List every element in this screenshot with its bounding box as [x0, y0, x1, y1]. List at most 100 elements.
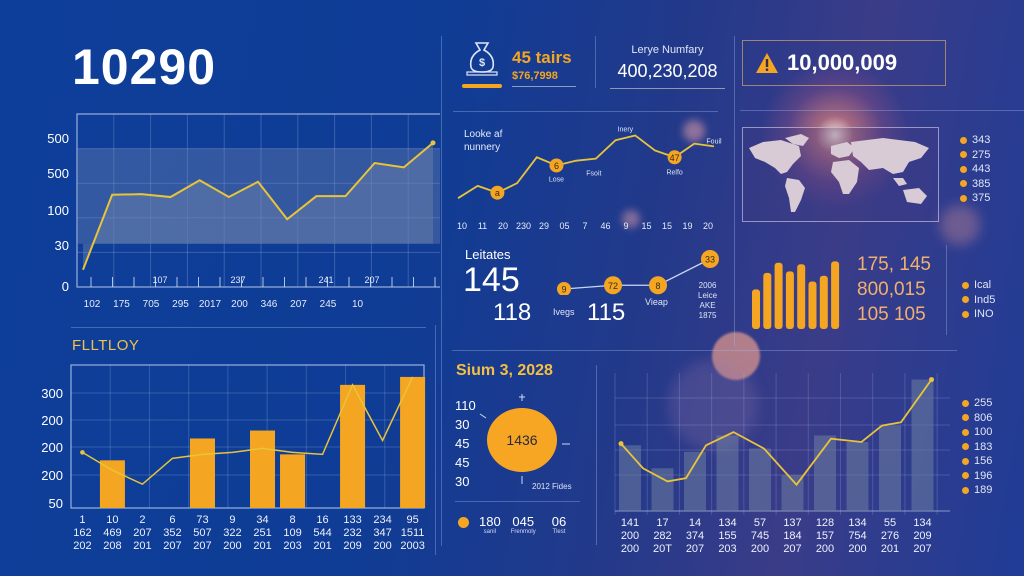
x-tick-label: 200	[751, 543, 769, 555]
mini-bar-chart	[752, 261, 840, 329]
x-tick-label: 2017	[199, 299, 222, 310]
y-tick-label: 500	[47, 131, 69, 146]
legend-dot-icon	[962, 310, 969, 318]
marker-label: a	[495, 188, 500, 198]
x-tick-label: 134	[848, 517, 866, 529]
x-tick-label: 754	[848, 530, 866, 542]
trend-legend-item: 100	[962, 425, 992, 440]
area-chart: 500 500 100 30 0 102 175 705 295 2017 200 346 207 245…	[47, 113, 440, 310]
mini-bar	[819, 275, 828, 329]
x-tick-label: 347	[373, 527, 391, 539]
x-tick-label: 276	[881, 530, 899, 542]
legend-dot-icon	[960, 136, 967, 144]
footer-stat-value: 045	[512, 514, 535, 529]
x-tick-label: 10	[352, 299, 364, 310]
mini-bar	[774, 262, 783, 329]
x-tick-label: 14	[689, 517, 701, 529]
divider	[455, 501, 580, 502]
legend-value: 806	[974, 411, 993, 424]
bar-trend-chart: 1412002001728220T14374207134155203577452…	[614, 373, 950, 555]
y-tick-label: 200	[41, 468, 63, 483]
series-line	[563, 258, 711, 290]
end-point	[430, 140, 436, 146]
bar	[250, 430, 276, 508]
donut-axis-label: 45	[455, 436, 470, 451]
marker-label: 72	[608, 281, 618, 291]
divider	[595, 36, 596, 88]
x-tick-label: 207	[913, 543, 931, 555]
mini-bar-legend-item: Ical	[962, 278, 995, 293]
x-tick-label: 469	[103, 527, 121, 539]
x-tick-label: 2003	[400, 540, 424, 552]
x-tick-label: 208	[103, 540, 121, 552]
annotation: Lose	[549, 176, 564, 183]
x-tick-label: 17	[656, 517, 668, 529]
headline-value: 10290	[72, 39, 217, 95]
data-marker	[667, 150, 682, 165]
start-point	[618, 441, 624, 447]
mini-bar	[763, 272, 772, 329]
legend-value: 189	[974, 484, 993, 497]
money-bag-icon: $	[466, 42, 498, 76]
area-fill	[83, 142, 433, 270]
stats-note-mid: Vieap	[645, 297, 668, 307]
x-tick-label: 207	[290, 299, 307, 310]
donut-circle[interactable]: 1436	[487, 408, 557, 472]
x-tick-label: 207	[783, 543, 801, 555]
donut-caption: 2012 Fides	[532, 482, 572, 491]
x-tick-label: 232	[343, 527, 361, 539]
x-tick-label: 245	[320, 299, 337, 310]
footer-stat-value: 180	[479, 514, 501, 529]
x-tick-label: 201	[133, 540, 151, 552]
world-map-panel	[742, 127, 939, 222]
x-tick-label: 109	[283, 527, 301, 539]
y-tick-label: 500	[47, 166, 69, 181]
map-legend-item: 275	[960, 148, 990, 163]
x-tick-label: 73	[196, 514, 208, 526]
y-tick-label: 100	[47, 203, 69, 218]
divider	[441, 36, 442, 546]
mini-bar-legend-item: INO	[962, 307, 995, 322]
trend-legend: 255 806 100 183 156 196 189	[962, 396, 992, 498]
footer-stat-value: 06	[551, 514, 567, 529]
x-tick-label: 8	[289, 514, 295, 526]
mini-line-title-2: nunnery	[464, 142, 501, 153]
donut-axis-label: 110	[455, 398, 476, 413]
x-tick-label: 1	[79, 514, 85, 526]
mini-bar	[831, 261, 840, 329]
x-tick-label: 11	[478, 221, 487, 231]
x-tick-label: 201	[253, 540, 271, 552]
marker-label: 8	[655, 281, 660, 291]
series-line	[82, 376, 414, 486]
legend-dot-icon	[960, 151, 967, 159]
x-tick-label: 134	[718, 517, 736, 529]
mini-line-chart: a 6 47 Lose Fsoit Inery Relfo Fouil 10 11 20 230 29 0…	[457, 126, 722, 231]
marker-line-chart: 9 72 8 33	[557, 250, 719, 295]
y-tick-label: 0	[62, 279, 69, 294]
stats-small: 118	[493, 299, 532, 326]
divider	[435, 325, 436, 555]
donut-center-value: 1436	[506, 432, 538, 448]
x-tick-label: 102	[84, 299, 101, 310]
section-label: FLLTLOY	[72, 337, 140, 354]
y-tick-label: 200	[41, 413, 63, 428]
divider	[946, 245, 947, 335]
mini-bar-legend: Ical Ind5 INO	[962, 278, 995, 322]
legend-value: 275	[972, 148, 991, 161]
x-tick-label: 200	[373, 540, 391, 552]
kpi-alert[interactable]: 10,000,009	[742, 40, 946, 86]
kpi-summary: Lerye Numfary 400,230,208	[610, 44, 725, 89]
mini-bar-number: 105 105	[857, 304, 926, 325]
marker-label: 6	[554, 161, 559, 171]
mini-bar	[752, 289, 760, 329]
bar	[280, 454, 306, 508]
x-tick-label: 322	[223, 527, 241, 539]
x-tick-label: 200	[621, 530, 639, 542]
series-line	[620, 379, 933, 487]
mini-bar	[797, 264, 806, 329]
x-tick-label: 200	[848, 543, 866, 555]
annotation: Fouil	[706, 138, 722, 145]
y-tick-label: 300	[41, 386, 63, 401]
map-legend-item: 385	[960, 177, 990, 192]
summary-label: Lerye Numfary	[631, 44, 704, 56]
